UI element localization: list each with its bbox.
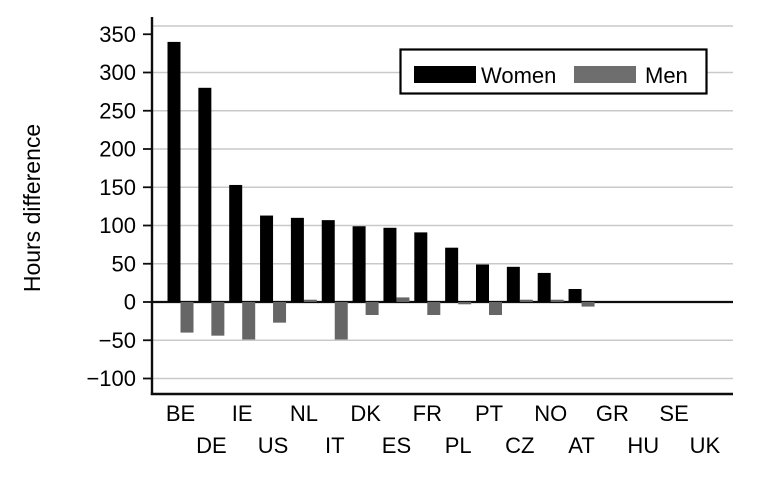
y-tick-label: 150: [99, 175, 136, 200]
bar-women-no: [537, 272, 551, 302]
bar-men-fr: [427, 302, 441, 316]
bar-men-us: [273, 302, 287, 323]
bar-men-at: [581, 302, 595, 307]
bar-men-it: [334, 302, 348, 340]
bar-women-pl: [445, 247, 459, 302]
x-axis-label-us: US: [258, 433, 289, 458]
bar-women-fr: [414, 232, 428, 302]
bar-women-dk: [352, 226, 366, 302]
legend-label-men: Men: [645, 63, 688, 88]
bar-women-cz: [506, 266, 520, 302]
bar-women-de: [198, 87, 212, 302]
bar-men-nl: [303, 299, 317, 302]
bar-men-es: [396, 297, 410, 302]
x-axis-label-pt: PT: [475, 401, 503, 426]
x-axis-label-it: IT: [325, 433, 345, 458]
x-axis-label-gr: GR: [596, 401, 629, 426]
bar-men-de: [211, 302, 225, 336]
bar-women-at: [568, 288, 582, 302]
legend-swatch-men: [574, 66, 636, 83]
y-axis-title: Hours difference: [19, 124, 45, 292]
x-axis-label-se: SE: [659, 401, 688, 426]
x-axis-label-uk: UK: [690, 433, 721, 458]
y-tick-label: 50: [112, 251, 136, 276]
y-tick-label: 350: [99, 22, 136, 47]
y-tick-label: 300: [99, 60, 136, 85]
legend-label-women: Women: [481, 63, 556, 88]
y-tick-label: 100: [99, 213, 136, 238]
x-axis-label-de: DE: [196, 433, 227, 458]
bar-men-dk: [365, 302, 379, 316]
y-tick-label: −100: [86, 366, 136, 391]
y-tick-label: 250: [99, 98, 136, 123]
x-axis-label-be: BE: [166, 401, 195, 426]
x-axis-label-es: ES: [382, 433, 411, 458]
bar-women-ie: [229, 184, 243, 302]
bar-women-es: [383, 227, 397, 302]
y-tick-label: −50: [99, 328, 136, 353]
x-axis-label-dk: DK: [350, 401, 381, 426]
bar-men-be: [180, 302, 194, 333]
bar-men-ie: [242, 302, 256, 340]
bar-men-cz: [519, 299, 533, 302]
bar-men-no: [550, 299, 564, 302]
x-axis-label-ie: IE: [232, 401, 253, 426]
y-tick-label: 0: [124, 290, 136, 315]
x-axis-label-at: AT: [568, 433, 594, 458]
bar-women-it: [321, 220, 335, 302]
x-axis-label-nl: NL: [290, 401, 318, 426]
legend-swatch-women: [414, 66, 476, 83]
x-axis-label-pl: PL: [445, 433, 472, 458]
bar-women-us: [260, 215, 274, 302]
x-axis-label-no: NO: [534, 401, 567, 426]
bar-women-pt: [476, 264, 489, 302]
bar-women-nl: [290, 217, 304, 302]
x-axis-label-fr: FR: [413, 401, 442, 426]
bar-men-pl: [458, 302, 472, 305]
x-axis-label-cz: CZ: [505, 433, 534, 458]
bar-men-pt: [489, 302, 502, 316]
y-tick-label: 200: [99, 137, 136, 162]
x-axis-label-hu: HU: [627, 433, 659, 458]
bar-women-be: [167, 41, 181, 303]
